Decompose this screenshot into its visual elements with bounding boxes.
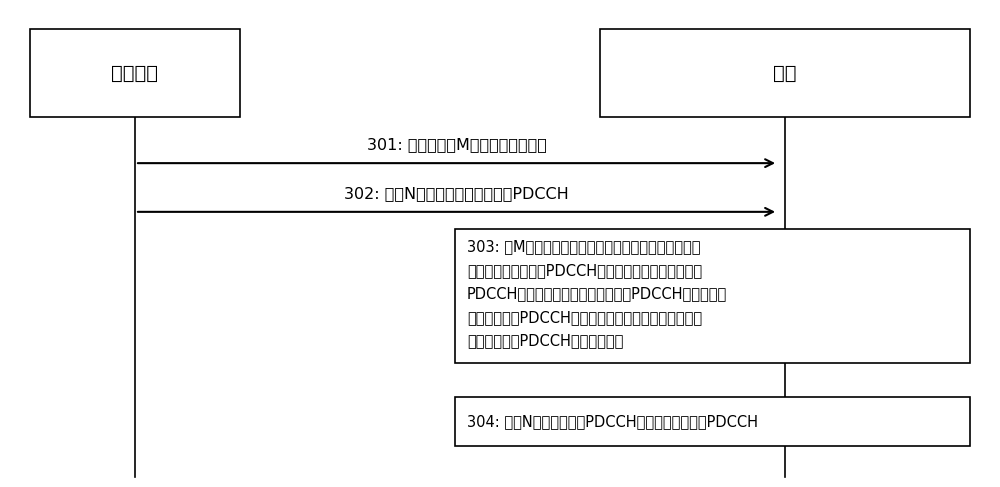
Text: 302: 通过N个调度小区向终端发送PDCCH: 302: 通过N个调度小区向终端发送PDCCH: [344, 186, 569, 201]
Text: 网络设备: 网络设备: [112, 63, 158, 83]
Text: 303: 在M个小区的子载波间隔相同的情况下，获取第一: 303: 在M个小区的子载波间隔相同的情况下，获取第一: [467, 240, 700, 255]
Text: 304: 根据N个调度小区的PDCCH盲检能力信息监听PDCCH: 304: 根据N个调度小区的PDCCH盲检能力信息监听PDCCH: [467, 414, 758, 429]
Text: PDCCH盲检能力信息，并将第一待选PDCCH盲检能力信: PDCCH盲检能力信息，并将第一待选PDCCH盲检能力信: [467, 286, 727, 301]
FancyBboxPatch shape: [600, 29, 970, 117]
Text: 调度小区的第一待选PDCCH盲检能力信息以及第二待选: 调度小区的第一待选PDCCH盲检能力信息以及第二待选: [467, 263, 702, 278]
Text: 一调度小区的PDCCH盲检能力信息: 一调度小区的PDCCH盲检能力信息: [467, 333, 623, 348]
Text: 301: 为终端配置M个小区的小区参数: 301: 为终端配置M个小区的小区参数: [367, 137, 546, 152]
FancyBboxPatch shape: [30, 29, 240, 117]
FancyBboxPatch shape: [455, 229, 970, 363]
FancyBboxPatch shape: [455, 397, 970, 446]
Text: 息和第二待选PDCCH盲检能力信息中的最小值，作为第: 息和第二待选PDCCH盲检能力信息中的最小值，作为第: [467, 310, 702, 325]
Text: 终端: 终端: [773, 63, 797, 83]
